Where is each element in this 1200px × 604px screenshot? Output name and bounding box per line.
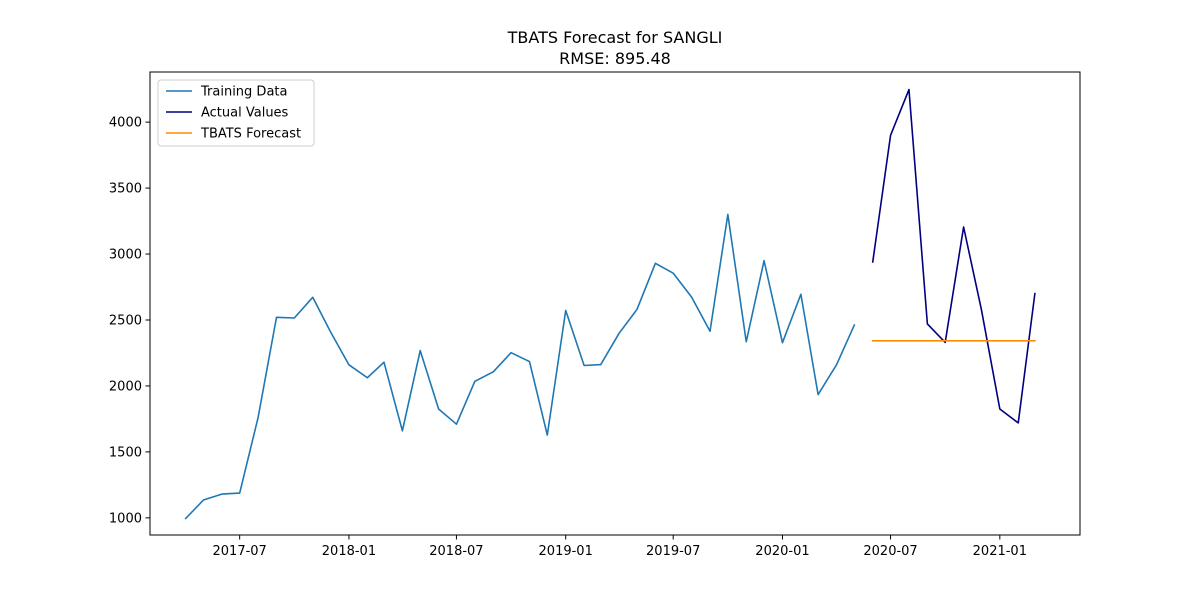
x-axis: 2017-07 2018-01 2018-07 2019-01 2019-07 2020-… <box>213 535 1027 559</box>
series-layer <box>184 88 1036 520</box>
y-tick-label-6: 4000 <box>109 116 142 131</box>
y-tick-label-2: 2000 <box>109 379 142 394</box>
x-tick-label-1: 2018-01 <box>322 544 376 559</box>
legend: Training Data Actual Values TBATS Forecast <box>157 79 315 147</box>
series-line-0 <box>184 213 856 520</box>
series-line-1 <box>871 88 1036 424</box>
y-tick-label-3: 2500 <box>109 313 142 328</box>
plot-frame <box>149 71 1081 536</box>
legend-label-0: Training Data <box>200 85 287 100</box>
chart-subtitle: RMSE: 895.48 <box>559 49 671 68</box>
x-tick-label-0: 2017-07 <box>213 544 267 559</box>
y-tick-label-0: 1000 <box>109 511 142 526</box>
y-tick-label-5: 3500 <box>109 182 142 197</box>
y-tick-label-1: 1500 <box>109 445 142 460</box>
x-tick-label-5: 2020-01 <box>755 544 809 559</box>
x-tick-label-6: 2020-07 <box>863 544 917 559</box>
legend-box <box>157 79 315 147</box>
x-tick-label-4: 2019-07 <box>646 544 700 559</box>
x-tick-label-7: 2021-01 <box>973 544 1027 559</box>
x-tick-label-3: 2019-01 <box>539 544 593 559</box>
legend-label-1: Actual Values <box>201 106 289 121</box>
y-axis: 1000 1500 2000 2500 3000 3500 4000 <box>109 116 150 526</box>
y-tick-label-4: 3000 <box>109 248 142 263</box>
chart-title: TBATS Forecast for SANGLI <box>507 28 723 47</box>
legend-label-2: TBATS Forecast <box>200 127 301 142</box>
x-tick-label-2: 2018-07 <box>429 544 483 559</box>
